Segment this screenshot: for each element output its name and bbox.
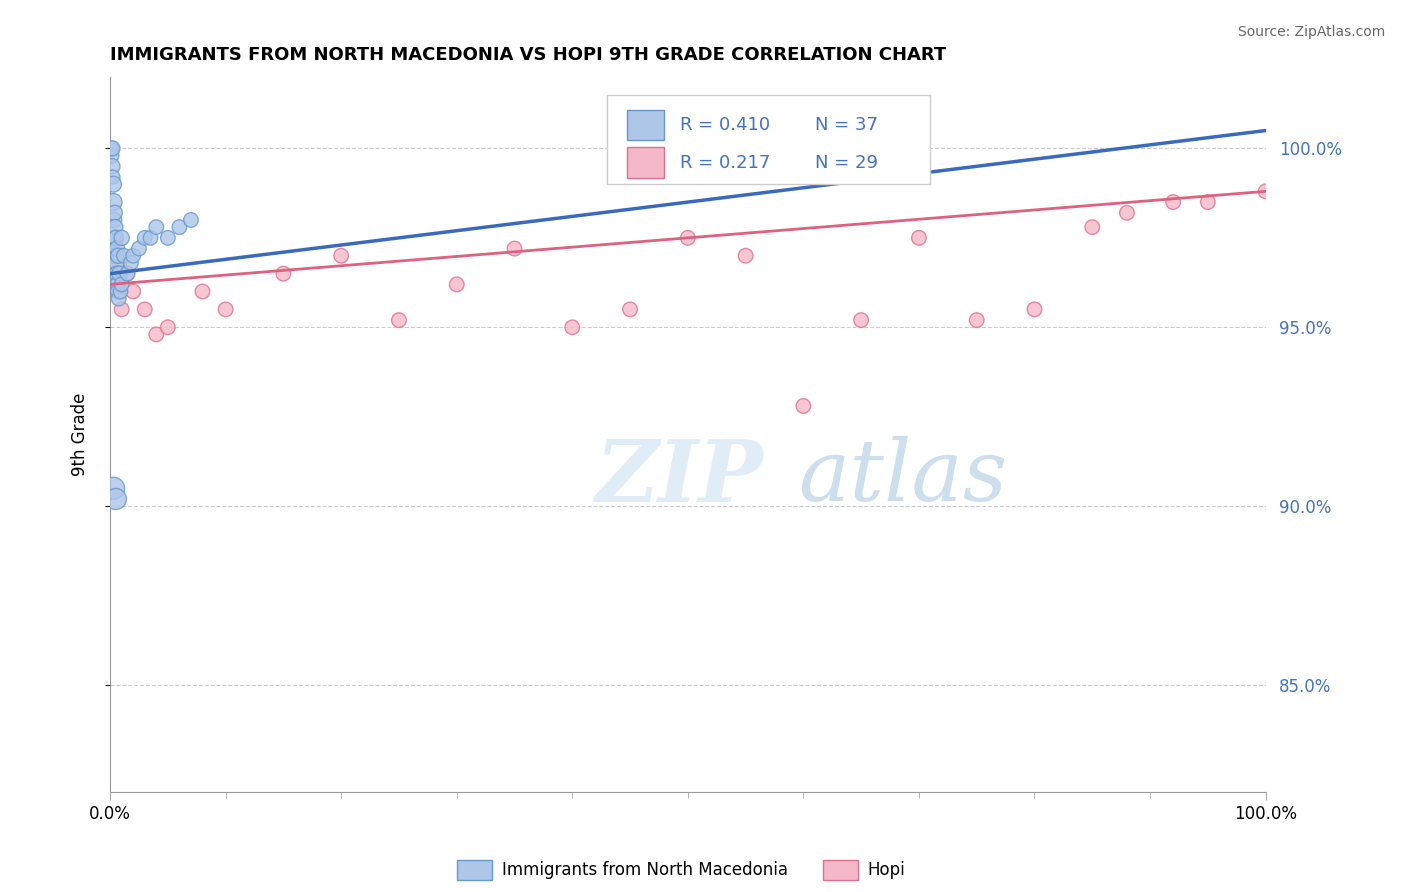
Point bbox=[1161, 195, 1184, 210]
Point bbox=[1081, 220, 1104, 235]
Text: Immigrants from North Macedonia: Immigrants from North Macedonia bbox=[502, 861, 787, 879]
Point bbox=[1024, 302, 1046, 317]
Point bbox=[330, 249, 353, 263]
Y-axis label: 9th Grade: 9th Grade bbox=[72, 392, 89, 476]
Point bbox=[156, 320, 179, 334]
Point bbox=[103, 481, 125, 495]
Point bbox=[104, 231, 127, 245]
Text: N = 37: N = 37 bbox=[815, 116, 877, 134]
Text: Hopi: Hopi bbox=[868, 861, 905, 879]
Point bbox=[120, 256, 142, 270]
Point bbox=[104, 231, 127, 245]
Point bbox=[100, 148, 122, 162]
FancyBboxPatch shape bbox=[607, 95, 931, 184]
Point bbox=[117, 267, 139, 281]
Text: IMMIGRANTS FROM NORTH MACEDONIA VS HOPI 9TH GRADE CORRELATION CHART: IMMIGRANTS FROM NORTH MACEDONIA VS HOPI … bbox=[110, 46, 946, 64]
FancyBboxPatch shape bbox=[627, 147, 664, 178]
Point bbox=[1197, 195, 1219, 210]
Point bbox=[734, 249, 756, 263]
Point bbox=[908, 231, 931, 245]
Point bbox=[108, 267, 131, 281]
Point bbox=[849, 313, 872, 327]
Text: Source: ZipAtlas.com: Source: ZipAtlas.com bbox=[1237, 25, 1385, 39]
Point bbox=[104, 491, 127, 506]
Point bbox=[111, 277, 134, 292]
Point bbox=[145, 327, 167, 342]
Point bbox=[108, 256, 131, 270]
Point bbox=[101, 169, 124, 184]
Point bbox=[561, 320, 583, 334]
Point bbox=[503, 242, 526, 256]
Point bbox=[111, 302, 134, 317]
Point bbox=[103, 242, 125, 256]
Point bbox=[169, 220, 191, 235]
Point bbox=[104, 220, 127, 235]
Text: ZIP: ZIP bbox=[595, 436, 763, 519]
Point bbox=[145, 220, 167, 235]
Point bbox=[446, 277, 468, 292]
Point bbox=[966, 313, 988, 327]
Text: R = 0.217: R = 0.217 bbox=[679, 153, 770, 171]
Point bbox=[134, 231, 156, 245]
Point bbox=[101, 141, 124, 155]
Point bbox=[104, 206, 127, 220]
Point bbox=[676, 231, 699, 245]
Point bbox=[105, 267, 128, 281]
Point bbox=[388, 313, 411, 327]
Point bbox=[122, 249, 145, 263]
Point bbox=[117, 267, 139, 281]
Point bbox=[139, 231, 162, 245]
Point bbox=[103, 195, 125, 210]
Point bbox=[792, 399, 814, 413]
Text: N = 29: N = 29 bbox=[815, 153, 877, 171]
Point bbox=[107, 277, 129, 292]
Point bbox=[103, 213, 125, 227]
FancyBboxPatch shape bbox=[627, 110, 664, 140]
Point bbox=[107, 285, 129, 299]
Point bbox=[156, 231, 179, 245]
Point bbox=[112, 249, 135, 263]
Point bbox=[273, 267, 295, 281]
Point bbox=[180, 213, 202, 227]
Point bbox=[134, 302, 156, 317]
Point bbox=[101, 141, 124, 155]
Point bbox=[105, 256, 128, 270]
Point bbox=[1116, 206, 1139, 220]
Point bbox=[191, 285, 214, 299]
Point bbox=[107, 249, 129, 263]
Point bbox=[1254, 185, 1277, 199]
Text: atlas: atlas bbox=[797, 436, 1007, 519]
Point bbox=[104, 249, 127, 263]
Point bbox=[111, 231, 134, 245]
Text: R = 0.410: R = 0.410 bbox=[679, 116, 770, 134]
Point bbox=[122, 285, 145, 299]
Point bbox=[107, 292, 129, 306]
Point bbox=[110, 285, 132, 299]
Point bbox=[101, 159, 124, 173]
Point bbox=[103, 177, 125, 191]
Point bbox=[105, 242, 128, 256]
Point bbox=[619, 302, 641, 317]
Point bbox=[128, 242, 150, 256]
Point bbox=[214, 302, 236, 317]
